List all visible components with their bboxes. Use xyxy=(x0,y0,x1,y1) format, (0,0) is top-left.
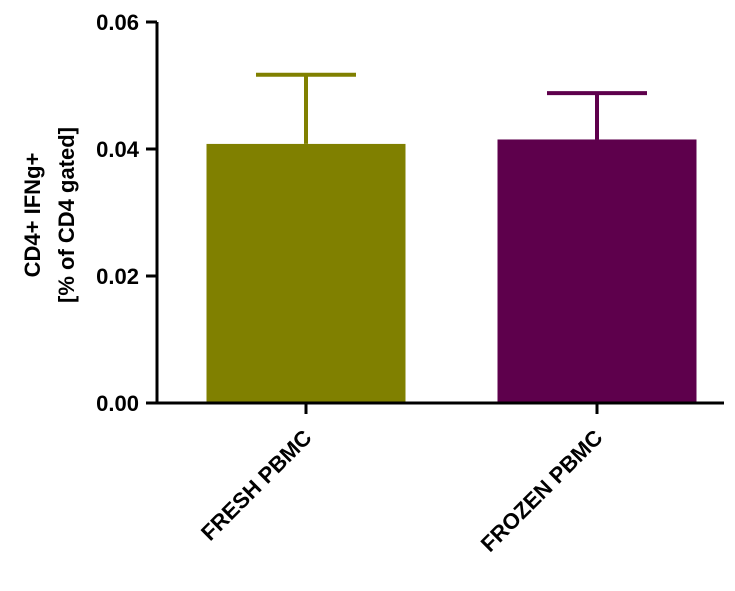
y-tick-label: 0.02 xyxy=(96,264,139,289)
y-axis-title-line-1: CD4+ IFNg+ xyxy=(20,153,45,278)
y-axis: 0.00 0.02 0.04 0.06 xyxy=(96,10,159,416)
bar-fresh-pbmc xyxy=(206,143,406,404)
plot-area xyxy=(206,72,697,404)
x-category-label: FRESH PBMC xyxy=(196,425,317,546)
y-tick-label: 0.06 xyxy=(96,10,139,35)
bar-frozen-pbmc xyxy=(497,139,697,403)
x-axis: FRESH PBMC FROZEN PBMC xyxy=(155,401,724,557)
y-tick-label: 0.04 xyxy=(96,137,140,162)
y-axis-title: CD4+ IFNg+ [% of CD4 gated] xyxy=(20,127,79,303)
y-axis-title-line-2: [% of CD4 gated] xyxy=(54,127,79,303)
y-tick-label: 0.00 xyxy=(96,391,139,416)
x-category-label: FROZEN PBMC xyxy=(476,425,608,557)
